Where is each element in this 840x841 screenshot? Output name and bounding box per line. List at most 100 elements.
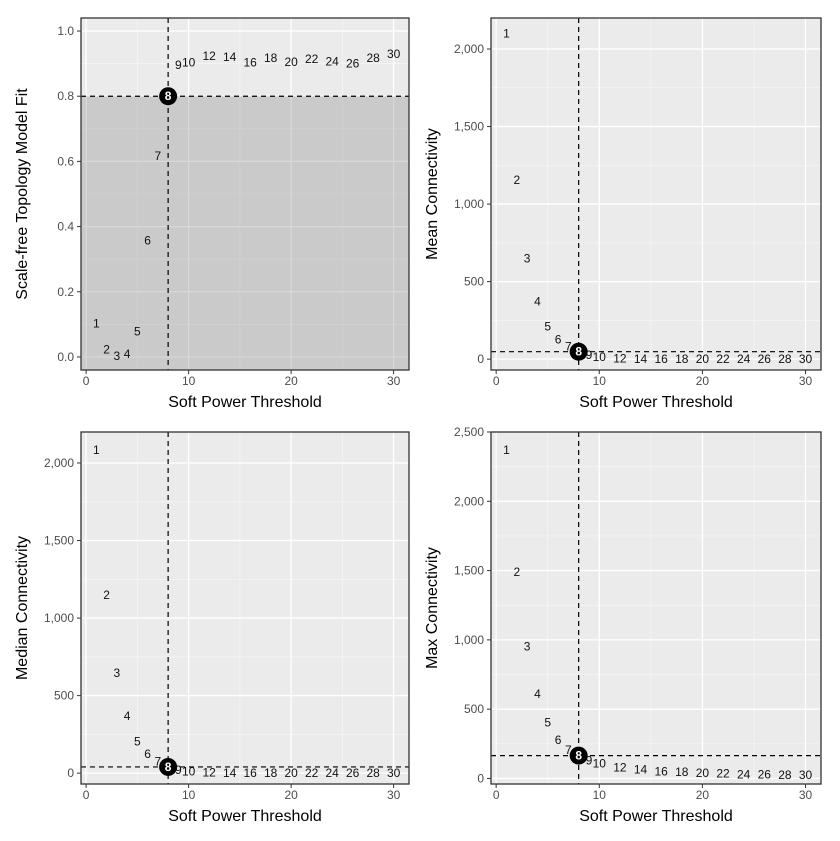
point-label-22: 22 [716,767,730,781]
point-label-4: 4 [534,687,541,701]
point-label-6: 6 [144,747,151,761]
x-tick-label: 0 [83,374,90,388]
y-tick-label: 1,000 [454,197,484,211]
x-tick-label: 30 [799,374,813,388]
point-label-4: 4 [124,709,131,723]
y-tick-label: 0.6 [57,154,74,168]
y-tick-label: 500 [464,275,484,289]
point-label-14: 14 [223,50,237,64]
x-tick-label: 20 [284,788,298,802]
panel-background [81,432,409,784]
point-label-30: 30 [799,768,813,782]
y-tick-label: 0 [67,766,74,780]
point-label-26: 26 [346,57,360,71]
point-label-24: 24 [325,55,339,69]
y-axis-label: Median Connectivity [14,536,31,680]
x-tick-label: 10 [182,374,196,388]
point-label-16: 16 [654,352,668,366]
highlight-label: 8 [575,749,582,763]
highlight-label: 8 [575,345,582,359]
y-tick-label: 1,500 [454,120,484,134]
point-label-18: 18 [675,765,689,779]
x-tick-label: 0 [493,788,500,802]
point-label-30: 30 [387,766,401,780]
point-label-10: 10 [182,56,196,70]
x-axis-label: Soft Power Threshold [579,394,733,411]
point-label-28: 28 [366,51,380,65]
point-label-20: 20 [696,766,710,780]
y-tick-label: 2,000 [454,494,484,508]
point-label-24: 24 [737,352,751,366]
point-label-16: 16 [654,764,668,778]
point-label-6: 6 [144,233,151,247]
point-label-28: 28 [778,352,792,366]
x-tick-label: 10 [593,374,607,388]
y-tick-label: 1,000 [44,611,74,625]
y-tick-label: 500 [464,702,484,716]
x-tick-label: 20 [284,374,298,388]
point-label-5: 5 [544,319,551,333]
point-label-30: 30 [387,47,401,61]
x-tick-label: 30 [387,374,401,388]
x-tick-label: 10 [593,788,607,802]
point-label-3: 3 [114,349,121,363]
point-label-26: 26 [346,766,360,780]
point-label-1: 1 [93,443,100,457]
x-tick-label: 10 [182,788,196,802]
panel-background [491,432,821,784]
x-axis-label: Soft Power Threshold [168,808,322,825]
highlight-label: 8 [165,89,172,103]
x-tick-label: 20 [696,374,710,388]
point-label-3: 3 [114,666,121,680]
shaded-region [81,96,409,370]
point-label-3: 3 [524,640,531,654]
point-label-6: 6 [555,332,562,346]
x-tick-label: 0 [493,374,500,388]
point-label-10: 10 [593,756,607,770]
y-tick-label: 1,000 [454,633,484,647]
point-label-22: 22 [716,352,730,366]
point-label-20: 20 [696,352,710,366]
point-label-12: 12 [613,351,627,365]
point-label-2: 2 [513,173,520,187]
point-label-26: 26 [758,352,772,366]
y-tick-label: 2,500 [454,425,484,439]
point-label-1: 1 [503,27,510,41]
point-label-18: 18 [264,766,278,780]
y-tick-label: 0.0 [57,350,74,364]
point-label-12: 12 [613,760,627,774]
y-tick-label: 1.0 [57,24,74,38]
x-tick-label: 30 [387,788,401,802]
x-tick-label: 30 [799,788,813,802]
point-label-1: 1 [503,443,510,457]
point-label-6: 6 [555,733,562,747]
y-tick-label: 1,500 [44,534,74,548]
point-label-5: 5 [134,325,141,339]
point-label-18: 18 [675,352,689,366]
point-label-24: 24 [325,766,339,780]
point-label-2: 2 [103,342,110,356]
y-tick-label: 2,000 [44,456,74,470]
x-axis-label: Soft Power Threshold [168,394,322,411]
y-tick-label: 0.4 [57,220,74,234]
y-tick-label: 500 [54,689,74,703]
x-tick-label: 0 [83,788,90,802]
point-label-5: 5 [544,716,551,730]
point-label-22: 22 [305,52,319,66]
y-tick-label: 2,000 [454,42,484,56]
point-label-2: 2 [513,565,520,579]
point-label-18: 18 [264,51,278,65]
point-label-14: 14 [634,352,648,366]
x-axis-label: Soft Power Threshold [579,808,733,825]
point-label-30: 30 [799,352,813,366]
panel-max: 12345679 10 12 14 16 18 20 22 24 26 28 3080 10 20 3005… [424,425,821,825]
point-label-28: 28 [366,766,380,780]
point-label-28: 28 [778,768,792,782]
y-axis-label: Max Connectivity [424,547,441,669]
point-label-20: 20 [284,55,298,69]
point-label-14: 14 [634,763,648,777]
point-label-4: 4 [124,347,131,361]
